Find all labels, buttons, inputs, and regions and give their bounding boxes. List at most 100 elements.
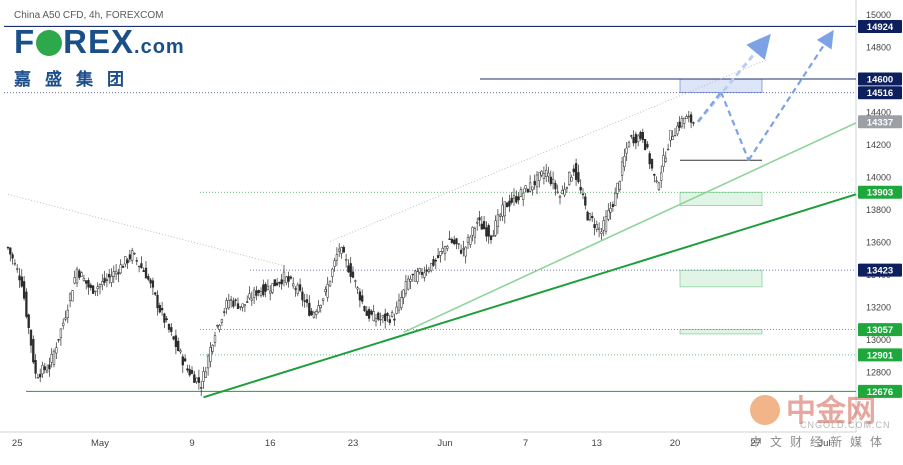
candle-body [533,180,536,186]
candle-body [94,290,97,293]
candle-body [321,298,325,301]
candle-body [252,289,256,298]
candle-body [524,185,527,189]
candle-body [538,172,541,181]
candle-body [565,187,569,189]
logo-wordmark: F REX.com [14,24,185,65]
candle-body [363,306,366,311]
candle-body [519,189,523,197]
y-tick-label: 12800 [866,367,891,377]
candle-body [409,278,412,282]
x-tick-label: 7 [523,438,528,449]
candle-body [98,284,102,288]
candle-body [425,269,428,272]
candle-body [133,252,136,255]
candle-body [289,276,293,279]
candle-body [248,293,251,299]
candle-body [39,373,42,378]
candle-body [616,182,619,194]
projection-line-1 [697,91,722,123]
candle-body [131,250,134,261]
candle-body [195,377,198,382]
candle-body [494,220,497,236]
candle-body [209,347,212,362]
candle-body [239,306,242,308]
candle-body [404,281,408,294]
candle-body [600,231,603,234]
candle-body [62,322,65,326]
watermark-tagline: 中文财经新媒体 [750,435,891,449]
candle-body [623,156,626,167]
candle-body [379,318,382,321]
projection-line-0 [696,33,771,123]
candle-body [211,344,214,352]
y-tick-label: 14800 [866,43,891,53]
x-tick-label: 27 [750,438,761,449]
candle-body [43,366,46,371]
candle-body [317,305,320,313]
candle-body [673,135,677,137]
candle-body [420,272,424,275]
price-label-bg [858,348,902,362]
candle-body [158,305,161,313]
candle-body [466,236,470,243]
candle-body [551,178,555,184]
candle-body [206,355,210,369]
candle-body [614,192,617,206]
projection-line-2 [719,91,750,161]
candle-body [446,246,449,249]
candle-body [126,259,129,264]
y-tick-label: 13200 [866,302,891,312]
watermark-coin-icon [750,395,780,425]
candle-body [487,225,490,237]
candle-body [591,216,594,219]
candle-body [64,317,67,320]
candle-body [225,300,228,309]
candle-body [572,168,575,173]
candle-body [328,280,332,287]
candle-body [411,273,414,276]
candle-body [229,299,233,301]
candle-body [170,327,173,332]
candle-body [685,116,688,119]
candle-body [87,280,90,288]
candle-body [105,279,109,281]
candle-body [137,265,141,268]
candle-body [485,227,488,237]
candle-body [163,313,166,323]
candle-body [607,210,610,220]
candle-body [34,359,37,374]
candle-body [568,171,571,185]
candle-body [124,256,127,265]
candle-body [528,182,532,192]
candle-body [586,211,589,221]
candle-body [630,135,633,137]
candle-body [117,272,120,275]
candle-body [55,347,58,354]
candle-body [542,173,546,179]
candle-body [25,291,28,317]
candle-body [641,132,644,141]
candle-body [683,117,686,124]
candle-body [577,172,580,182]
candle-body [432,259,435,266]
candle-body [413,270,417,282]
candle-body [510,197,513,203]
candle-body [482,221,486,230]
candle-body [48,364,51,370]
candle-body [220,319,224,323]
candle-body [356,287,359,290]
candle-body [390,312,394,317]
x-tick-label: 16 [265,438,276,449]
candle-body [632,137,635,144]
price-label: 14600 [867,75,893,86]
candle-body [223,311,226,313]
candle-body [271,283,274,293]
candle-body [32,339,35,363]
candle-body [236,303,240,309]
candle-body [512,195,516,199]
candle-body [114,270,118,275]
candle-body [680,118,684,127]
candle-body [16,268,19,270]
